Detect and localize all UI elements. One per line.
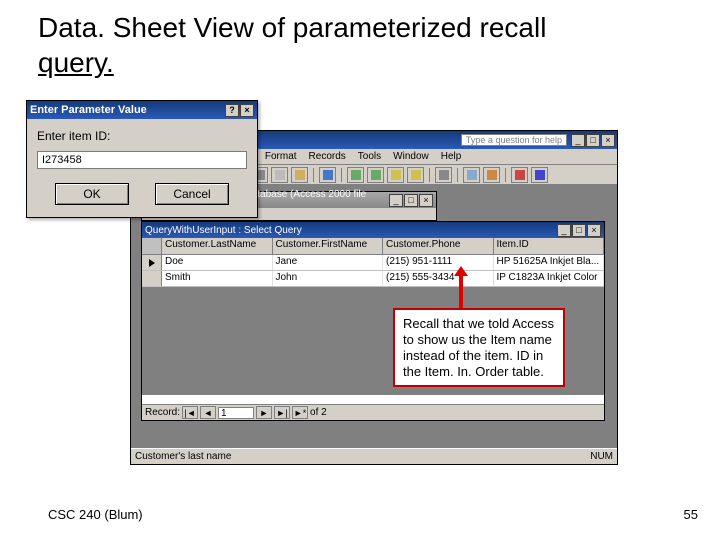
tb-office-icon[interactable]	[511, 167, 528, 183]
cell-firstname[interactable]: Jane	[273, 255, 384, 270]
status-right: NUM	[590, 451, 613, 462]
row-selector[interactable]	[142, 255, 162, 270]
tb-db-icon[interactable]	[483, 167, 500, 183]
close-button[interactable]: ×	[601, 134, 615, 147]
col-firstname[interactable]: Customer.FirstName	[273, 238, 384, 254]
help-hint[interactable]: Type a question for help	[461, 134, 567, 146]
tb-sort-asc-icon[interactable]	[347, 167, 364, 183]
tb-undo-icon[interactable]	[319, 167, 336, 183]
parameter-input[interactable]	[37, 151, 247, 169]
slide-number: 55	[684, 507, 698, 522]
select-all-cell[interactable]	[142, 238, 162, 254]
db-maximize-button[interactable]: □	[404, 194, 418, 207]
query-window-title: QueryWithUserInput : Select Query	[145, 225, 302, 236]
col-phone[interactable]: Customer.Phone	[383, 238, 494, 254]
ok-button[interactable]: OK	[55, 183, 129, 205]
table-row[interactable]: Doe Jane (215) 951-1111 HP 51625A Inkjet…	[142, 255, 604, 271]
nav-prev-button[interactable]: ◄	[200, 406, 216, 419]
nav-new-button[interactable]: ►*	[292, 406, 308, 419]
status-left: Customer's last name	[135, 451, 231, 462]
nav-next-button[interactable]: ►	[256, 406, 272, 419]
cell-phone[interactable]: (215) 951-1111	[383, 255, 494, 270]
slide-title: Data. Sheet View of parameterized recall…	[38, 10, 546, 80]
callout-text: Recall that we told Access to show us th…	[403, 316, 554, 379]
db-minimize-button[interactable]: _	[389, 194, 403, 207]
nav-first-button[interactable]: |◄	[182, 406, 198, 419]
q-minimize-button[interactable]: _	[557, 224, 571, 237]
dialog-close-button[interactable]: ×	[240, 104, 254, 117]
tb-sort-desc-icon[interactable]	[367, 167, 384, 183]
parameter-dialog: Enter Parameter Value ? × Enter item ID:…	[26, 100, 258, 218]
parameter-dialog-title: Enter Parameter Value	[30, 104, 147, 116]
cell-lastname[interactable]: Doe	[162, 255, 273, 270]
col-lastname[interactable]: Customer.LastName	[162, 238, 273, 254]
title-line1: Data. Sheet View of parameterized recall	[38, 12, 546, 43]
q-maximize-button[interactable]: □	[572, 224, 586, 237]
cell-phone[interactable]: (215) 555-3434	[383, 271, 494, 286]
cancel-button[interactable]: Cancel	[155, 183, 229, 205]
tb-paste-icon[interactable]	[291, 167, 308, 183]
grid-header: Customer.LastName Customer.FirstName Cus…	[142, 238, 604, 255]
cell-lastname[interactable]: Smith	[162, 271, 273, 286]
tb-window-icon[interactable]	[463, 167, 480, 183]
cell-itemid[interactable]: HP 51625A Inkjet Bla...	[494, 255, 605, 270]
record-number-input[interactable]: 1	[218, 407, 254, 419]
statusbar: Customer's last name NUM	[131, 448, 617, 464]
tb-filter2-icon[interactable]	[407, 167, 424, 183]
q-close-button[interactable]: ×	[587, 224, 601, 237]
menu-tools[interactable]: Tools	[358, 151, 381, 162]
tb-copy-icon[interactable]	[271, 167, 288, 183]
table-row[interactable]: Smith John (215) 555-3434 IP C1823A Inkj…	[142, 271, 604, 287]
db-close-button[interactable]: ×	[419, 194, 433, 207]
parameter-label: Enter item ID:	[37, 129, 247, 143]
menu-records[interactable]: Records	[309, 151, 346, 162]
tb-help-icon[interactable]	[531, 167, 548, 183]
tb-filter-icon[interactable]	[387, 167, 404, 183]
minimize-button[interactable]: _	[571, 134, 585, 147]
menu-help[interactable]: Help	[441, 151, 462, 162]
menu-format[interactable]: Format	[265, 151, 297, 162]
footer-left: CSC 240 (Blum)	[48, 507, 143, 522]
row-selector[interactable]	[142, 271, 162, 286]
nav-last-button[interactable]: ►|	[274, 406, 290, 419]
col-itemid[interactable]: Item.ID	[494, 238, 605, 254]
title-line2: query.	[38, 47, 114, 78]
record-label: Record:	[145, 407, 180, 418]
record-of-text: of 2	[310, 407, 327, 418]
maximize-button[interactable]: □	[586, 134, 600, 147]
cell-firstname[interactable]: John	[273, 271, 384, 286]
menu-window[interactable]: Window	[393, 151, 429, 162]
callout-arrow	[459, 275, 463, 311]
record-navigator: Record: |◄ ◄ 1 ► ►| ►* of 2	[142, 404, 604, 420]
callout-box: Recall that we told Access to show us th…	[393, 308, 565, 387]
cell-itemid[interactable]: IP C1823A Inkjet Color	[494, 271, 605, 286]
tb-find-icon[interactable]	[435, 167, 452, 183]
dialog-help-button[interactable]: ?	[225, 104, 239, 117]
